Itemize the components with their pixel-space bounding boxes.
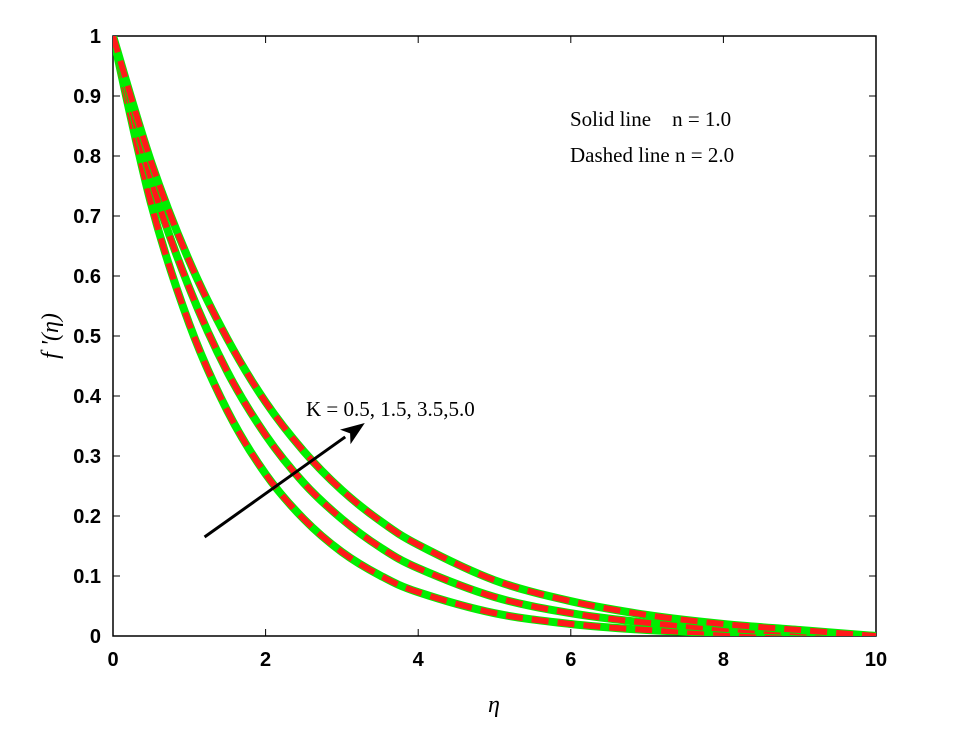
y-tick-label: 0.9 <box>73 86 101 108</box>
arrow-label: K = 0.5, 1.5, 3.5,5.0 <box>306 397 475 421</box>
y-tick-label: 0.3 <box>73 446 101 468</box>
y-axis-label: f '(η) <box>38 313 64 359</box>
plot-area <box>112 35 877 637</box>
y-tick-label: 0.4 <box>73 386 102 408</box>
arrow-shaft <box>203 435 347 539</box>
x-tick-label: 4 <box>413 649 425 671</box>
parameter-arrow <box>203 423 365 539</box>
y-tick-label: 0.8 <box>73 146 101 168</box>
legend-dashed-line: Dashed line n = 2.0 <box>570 143 734 167</box>
series-group <box>113 36 876 636</box>
series-line-dashed <box>113 36 876 636</box>
y-tick-label: 0.1 <box>73 566 101 588</box>
y-tick-label: 1 <box>90 26 101 48</box>
y-tick-label: 0.5 <box>73 326 101 348</box>
x-tick-label: 6 <box>565 649 576 671</box>
x-tick-label: 0 <box>107 649 118 671</box>
y-tick-label: 0.7 <box>73 206 101 228</box>
x-tick-label: 8 <box>718 649 729 671</box>
axis-ticks: 0 2 4 6 8 10 0 0.1 0.2 0.3 0.4 0.5 0.6 0.7 0.8 0.9 1 <box>73 26 887 671</box>
legend-solid-line: Solid line n = 1.0 <box>570 107 731 131</box>
x-tick-label: 10 <box>865 649 887 671</box>
arrow-head <box>340 423 365 445</box>
series-line-dashed <box>113 36 876 636</box>
series-line-dashed <box>113 36 876 636</box>
x-axis-label: η <box>488 692 500 718</box>
y-tick-label: 0 <box>90 626 101 648</box>
y-tick-label: 0.6 <box>73 266 101 288</box>
x-tick-label: 2 <box>260 649 271 671</box>
y-tick-label: 0.2 <box>73 506 101 528</box>
